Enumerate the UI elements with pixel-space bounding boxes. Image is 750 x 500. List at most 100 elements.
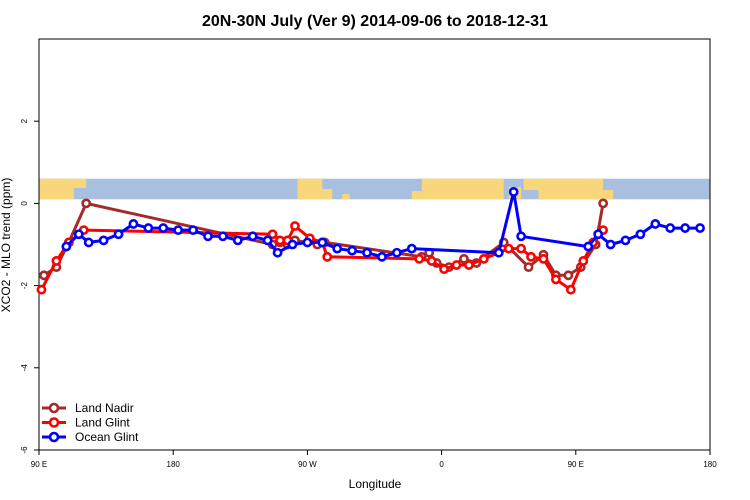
data-point-land-glint (516, 243, 527, 254)
map-land (411, 191, 422, 200)
legend-swatch-marker-ocean-glint (48, 431, 60, 443)
y-axis-ticks: -6 -4 -2 0 2 (20, 118, 39, 454)
data-point-land-glint (503, 243, 514, 254)
map-land (39, 178, 74, 200)
data-point-ocean-glint (73, 229, 84, 240)
data-point-land-glint (538, 253, 549, 264)
y-tick-label: 0 (20, 201, 29, 206)
data-point-ocean-glint (516, 231, 527, 242)
x-tick-label: 0 (439, 460, 444, 469)
data-point-ocean-glint (302, 237, 313, 248)
data-point-ocean-glint (406, 243, 417, 254)
legend-label-land-nadir: Land Nadir (75, 401, 134, 415)
data-point-land-glint (565, 284, 576, 295)
data-point-ocean-glint (98, 235, 109, 246)
y-tick-label: -6 (20, 446, 29, 454)
data-point-ocean-glint (680, 223, 691, 233)
data-point-ocean-glint (83, 237, 94, 248)
data-point-land-glint (439, 264, 449, 275)
y-axis-label: XCO2 - MLO trend (ppm) (0, 178, 13, 313)
data-point-ocean-glint (128, 219, 139, 229)
data-point-ocean-glint (332, 243, 343, 254)
data-point-land-nadir (598, 198, 609, 209)
legend-swatch-marker-land-nadir (48, 402, 60, 414)
data-point-land-glint (36, 284, 47, 295)
legend-swatch-marker-land-glint (48, 417, 60, 428)
x-tick-label: 180 (703, 460, 717, 469)
data-point-ocean-glint (377, 251, 387, 262)
data-point-ocean-glint (347, 245, 358, 256)
data-point-land-nadir (459, 253, 469, 264)
map-land (603, 190, 614, 200)
data-point-land-glint (290, 221, 300, 231)
series-layer (36, 186, 705, 295)
data-point-ocean-glint (508, 186, 519, 197)
map-land (342, 194, 350, 200)
data-point-ocean-glint (158, 223, 169, 233)
data-point-ocean-glint (61, 241, 72, 252)
map-strip (39, 178, 710, 200)
data-point-land-glint (526, 251, 536, 262)
data-point-land-glint (267, 229, 278, 240)
data-point-land-glint (51, 256, 62, 266)
data-point-ocean-glint (391, 247, 402, 258)
map-land (73, 178, 87, 188)
data-point-land-glint (322, 251, 333, 262)
y-tick-label: -4 (20, 364, 29, 372)
x-tick-label: 180 (167, 460, 181, 469)
data-point-ocean-glint (362, 247, 372, 258)
map-land (538, 178, 604, 200)
data-point-land-glint (275, 235, 285, 246)
data-point-ocean-glint (113, 229, 124, 240)
data-point-ocean-glint (317, 237, 328, 248)
data-point-ocean-glint (650, 219, 661, 229)
data-point-land-glint (426, 256, 437, 266)
data-point-ocean-glint (232, 235, 243, 246)
x-tick-label: 90 E (31, 460, 47, 469)
data-point-land-glint (414, 253, 425, 264)
map-land (297, 178, 323, 200)
data-point-ocean-glint (173, 225, 184, 236)
x-axis-label: Longitude (349, 477, 402, 491)
map-land (421, 178, 504, 200)
data-point-ocean-glint (287, 239, 298, 250)
y-tick-label: 2 (20, 118, 29, 123)
map-land (322, 189, 333, 200)
data-point-ocean-glint (665, 223, 676, 233)
data-point-land-glint (478, 253, 489, 264)
data-point-ocean-glint (262, 235, 273, 246)
data-point-ocean-glint (203, 231, 213, 242)
plot-frame (38, 38, 711, 451)
data-point-land-nadir (563, 270, 574, 281)
legend-label-land-glint: Land Glint (75, 416, 130, 430)
plot-border (38, 38, 711, 451)
data-point-ocean-glint (272, 247, 283, 258)
data-point-ocean-glint (247, 231, 258, 242)
data-point-land-nadir (81, 198, 92, 209)
y-tick-label: -2 (20, 281, 29, 289)
data-point-ocean-glint (605, 239, 616, 250)
x-axis-ticks: 90 E 180 90 W 0 90 E 180 (31, 450, 717, 469)
data-point-land-glint (551, 274, 561, 285)
data-point-land-glint (578, 256, 589, 266)
data-point-land-glint (464, 260, 474, 270)
data-point-land-nadir (523, 262, 534, 273)
x-tick-label: 90 E (568, 460, 584, 469)
x-tick-label: 90 W (298, 460, 317, 469)
legend-label-ocean-glint: Ocean Glint (75, 430, 139, 444)
data-point-ocean-glint (583, 241, 594, 252)
map-land (523, 178, 539, 191)
data-point-ocean-glint (635, 229, 646, 240)
data-point-ocean-glint (620, 235, 631, 246)
data-point-land-glint (451, 260, 462, 270)
series-ocean-glint (61, 186, 705, 262)
data-point-ocean-glint (695, 223, 705, 233)
data-point-ocean-glint (493, 247, 504, 258)
data-point-ocean-glint (188, 225, 198, 236)
data-point-ocean-glint (593, 229, 604, 240)
data-point-ocean-glint (143, 223, 154, 233)
data-point-ocean-glint (218, 231, 228, 242)
chart-title: 20N-30N July (Ver 9) 2014-09-06 to 2018-… (202, 13, 548, 30)
